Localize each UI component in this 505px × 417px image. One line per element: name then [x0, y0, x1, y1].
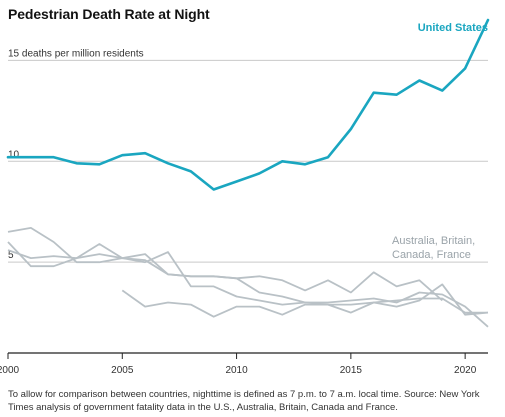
country-line-4 — [121, 283, 489, 318]
y-axis-labels: 15 deaths per million residents 10 5 — [8, 48, 144, 261]
united-states-label: United States — [418, 22, 488, 34]
series-labels: United States Australia, Britain, Canada, … — [392, 22, 488, 261]
united-states-line — [6, 18, 490, 191]
other-countries-label-line-1: Australia, Britain, — [392, 235, 475, 247]
x-tick-label-2020: 2020 — [454, 365, 477, 376]
x-tick-label-2005: 2005 — [111, 365, 134, 376]
country-line-1 — [7, 227, 443, 302]
country-line-3 — [7, 241, 488, 314]
x-tick-label-2010: 2010 — [225, 365, 248, 376]
other-countries-label-line-2: Canada, France — [392, 249, 471, 261]
gridlines — [8, 59, 488, 263]
y-tick-label-15: 15 deaths per million residents — [8, 48, 144, 59]
country-line-2 — [7, 249, 489, 328]
other-countries-series — [7, 227, 489, 328]
chart-title: Pedestrian Death Rate at Night — [8, 6, 210, 22]
united-states-series — [6, 18, 490, 191]
y-tick-label-10: 10 — [8, 149, 20, 160]
x-axis: 2000 2005 2010 2015 2020 — [0, 352, 488, 376]
y-tick-label-5: 5 — [8, 250, 14, 261]
source-note: To allow for comparison between countrie… — [8, 389, 480, 413]
x-tick-label-2000: 2000 — [0, 365, 20, 376]
x-tick-label-2015: 2015 — [340, 365, 363, 376]
